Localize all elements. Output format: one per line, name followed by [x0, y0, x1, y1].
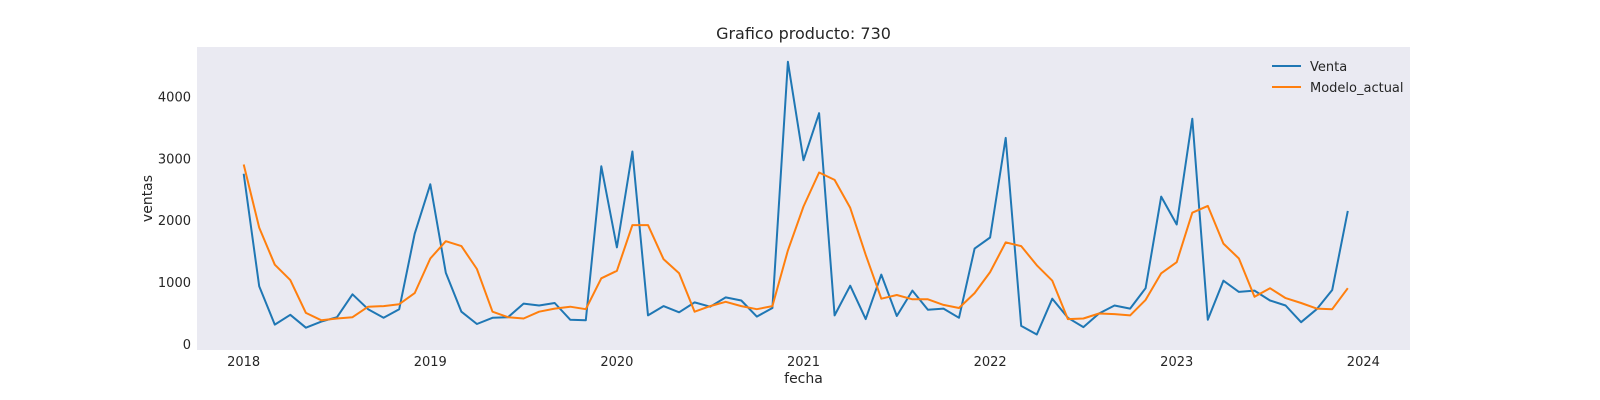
chart-title: Grafico producto: 730: [716, 24, 891, 43]
y-tick-label: 0: [183, 338, 191, 353]
x-tick-label: 2021: [787, 355, 820, 370]
legend: Venta Modelo_actual: [1272, 60, 1404, 96]
x-tick-label: 2019: [414, 355, 447, 370]
y-tick-label: 1000: [158, 276, 191, 291]
x-axis: 2018 2019 2020 2021 2022 2023 2024: [227, 355, 1380, 370]
plot-area: [197, 47, 1410, 350]
y-axis: 0 1000 2000 3000 4000: [158, 90, 191, 352]
legend-label: Modelo_actual: [1310, 81, 1404, 96]
x-tick-label: 2020: [600, 355, 633, 370]
y-tick-label: 2000: [158, 214, 191, 229]
x-tick-label: 2023: [1160, 355, 1193, 370]
series-line-modelo-actual: [242, 164, 1349, 322]
y-tick-label: 4000: [158, 90, 191, 105]
series-lines: [242, 60, 1349, 336]
legend-label: Venta: [1310, 60, 1347, 75]
x-tick-label: 2024: [1347, 355, 1380, 370]
y-tick-label: 3000: [158, 152, 191, 167]
x-tick-label: 2018: [227, 355, 260, 370]
y-axis-label: ventas: [140, 175, 156, 222]
series-line-venta: [242, 60, 1349, 336]
x-axis-label: fecha: [784, 371, 823, 387]
x-tick-label: 2022: [974, 355, 1007, 370]
